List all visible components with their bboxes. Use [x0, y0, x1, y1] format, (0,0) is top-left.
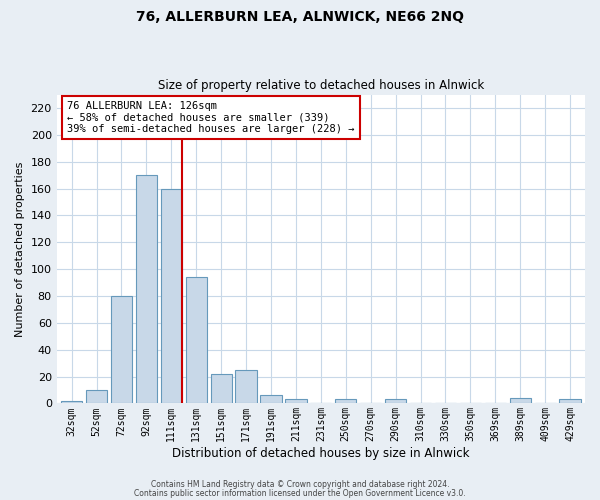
Bar — [559, 400, 581, 404]
Bar — [111, 296, 132, 404]
Bar — [61, 400, 82, 404]
Bar — [385, 400, 406, 404]
Bar — [185, 277, 207, 404]
Bar — [260, 396, 281, 404]
Bar — [235, 370, 257, 404]
Bar — [286, 400, 307, 404]
Bar — [136, 175, 157, 404]
Text: 76, ALLERBURN LEA, ALNWICK, NE66 2NQ: 76, ALLERBURN LEA, ALNWICK, NE66 2NQ — [136, 10, 464, 24]
Text: Contains HM Land Registry data © Crown copyright and database right 2024.: Contains HM Land Registry data © Crown c… — [151, 480, 449, 489]
Bar — [161, 188, 182, 404]
X-axis label: Distribution of detached houses by size in Alnwick: Distribution of detached houses by size … — [172, 447, 470, 460]
Bar — [86, 390, 107, 404]
Title: Size of property relative to detached houses in Alnwick: Size of property relative to detached ho… — [158, 79, 484, 92]
Y-axis label: Number of detached properties: Number of detached properties — [15, 162, 25, 336]
Text: 76 ALLERBURN LEA: 126sqm
← 58% of detached houses are smaller (339)
39% of semi-: 76 ALLERBURN LEA: 126sqm ← 58% of detach… — [67, 100, 355, 134]
Bar — [509, 398, 531, 404]
Text: Contains public sector information licensed under the Open Government Licence v3: Contains public sector information licen… — [134, 488, 466, 498]
Bar — [211, 374, 232, 404]
Bar — [335, 400, 356, 404]
